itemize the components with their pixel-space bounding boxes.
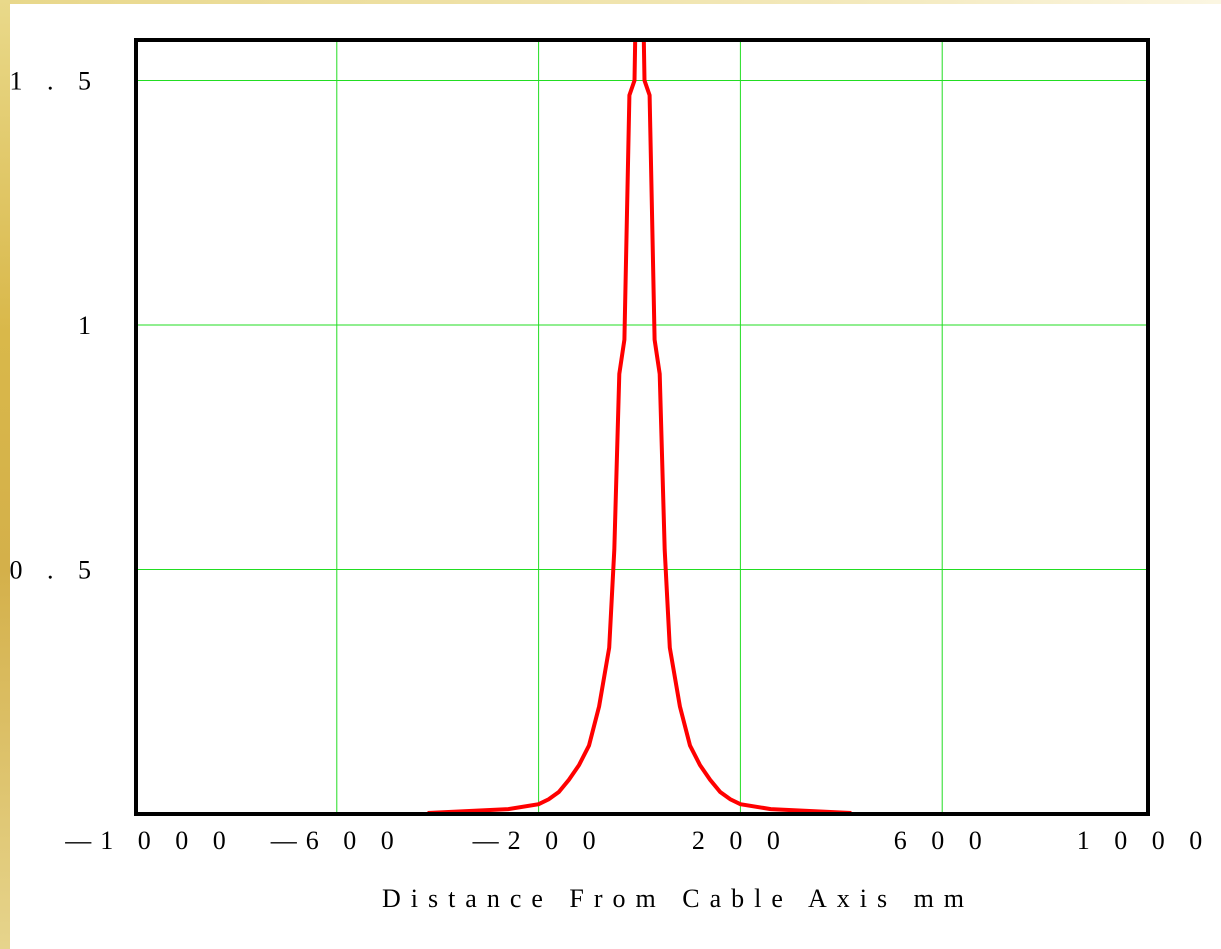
x-tick-label: —6 0 0 (270, 826, 403, 855)
series-line (427, 40, 852, 814)
x-tick-label: 6 0 0 (894, 826, 991, 855)
left-accent-border (0, 0, 10, 949)
x-tick-label: —1 0 0 0 (64, 826, 235, 855)
y-tick-labels: 0 . 5 1 1 . 5 (10, 67, 101, 585)
x-axis-title: Distance From Cable Axis mm (382, 884, 974, 913)
series-group (427, 40, 852, 814)
x-tick-label: 2 0 0 (692, 826, 789, 855)
x-tick-label: 1 0 0 0 (1077, 826, 1212, 855)
y-tick-label: 0 . 5 (10, 556, 101, 585)
plot-frame (134, 38, 1150, 816)
top-accent-border (0, 0, 1221, 4)
x-tick-label: —2 0 0 (472, 826, 605, 855)
y-tick-label: 1 . 5 (10, 67, 101, 96)
y-tick-label: 1 (78, 311, 100, 340)
grid-lines (136, 40, 1148, 814)
x-tick-labels: —1 0 0 0 —6 0 0 —2 0 0 2 0 0 6 0 0 1 0 0 0 (64, 826, 1212, 855)
